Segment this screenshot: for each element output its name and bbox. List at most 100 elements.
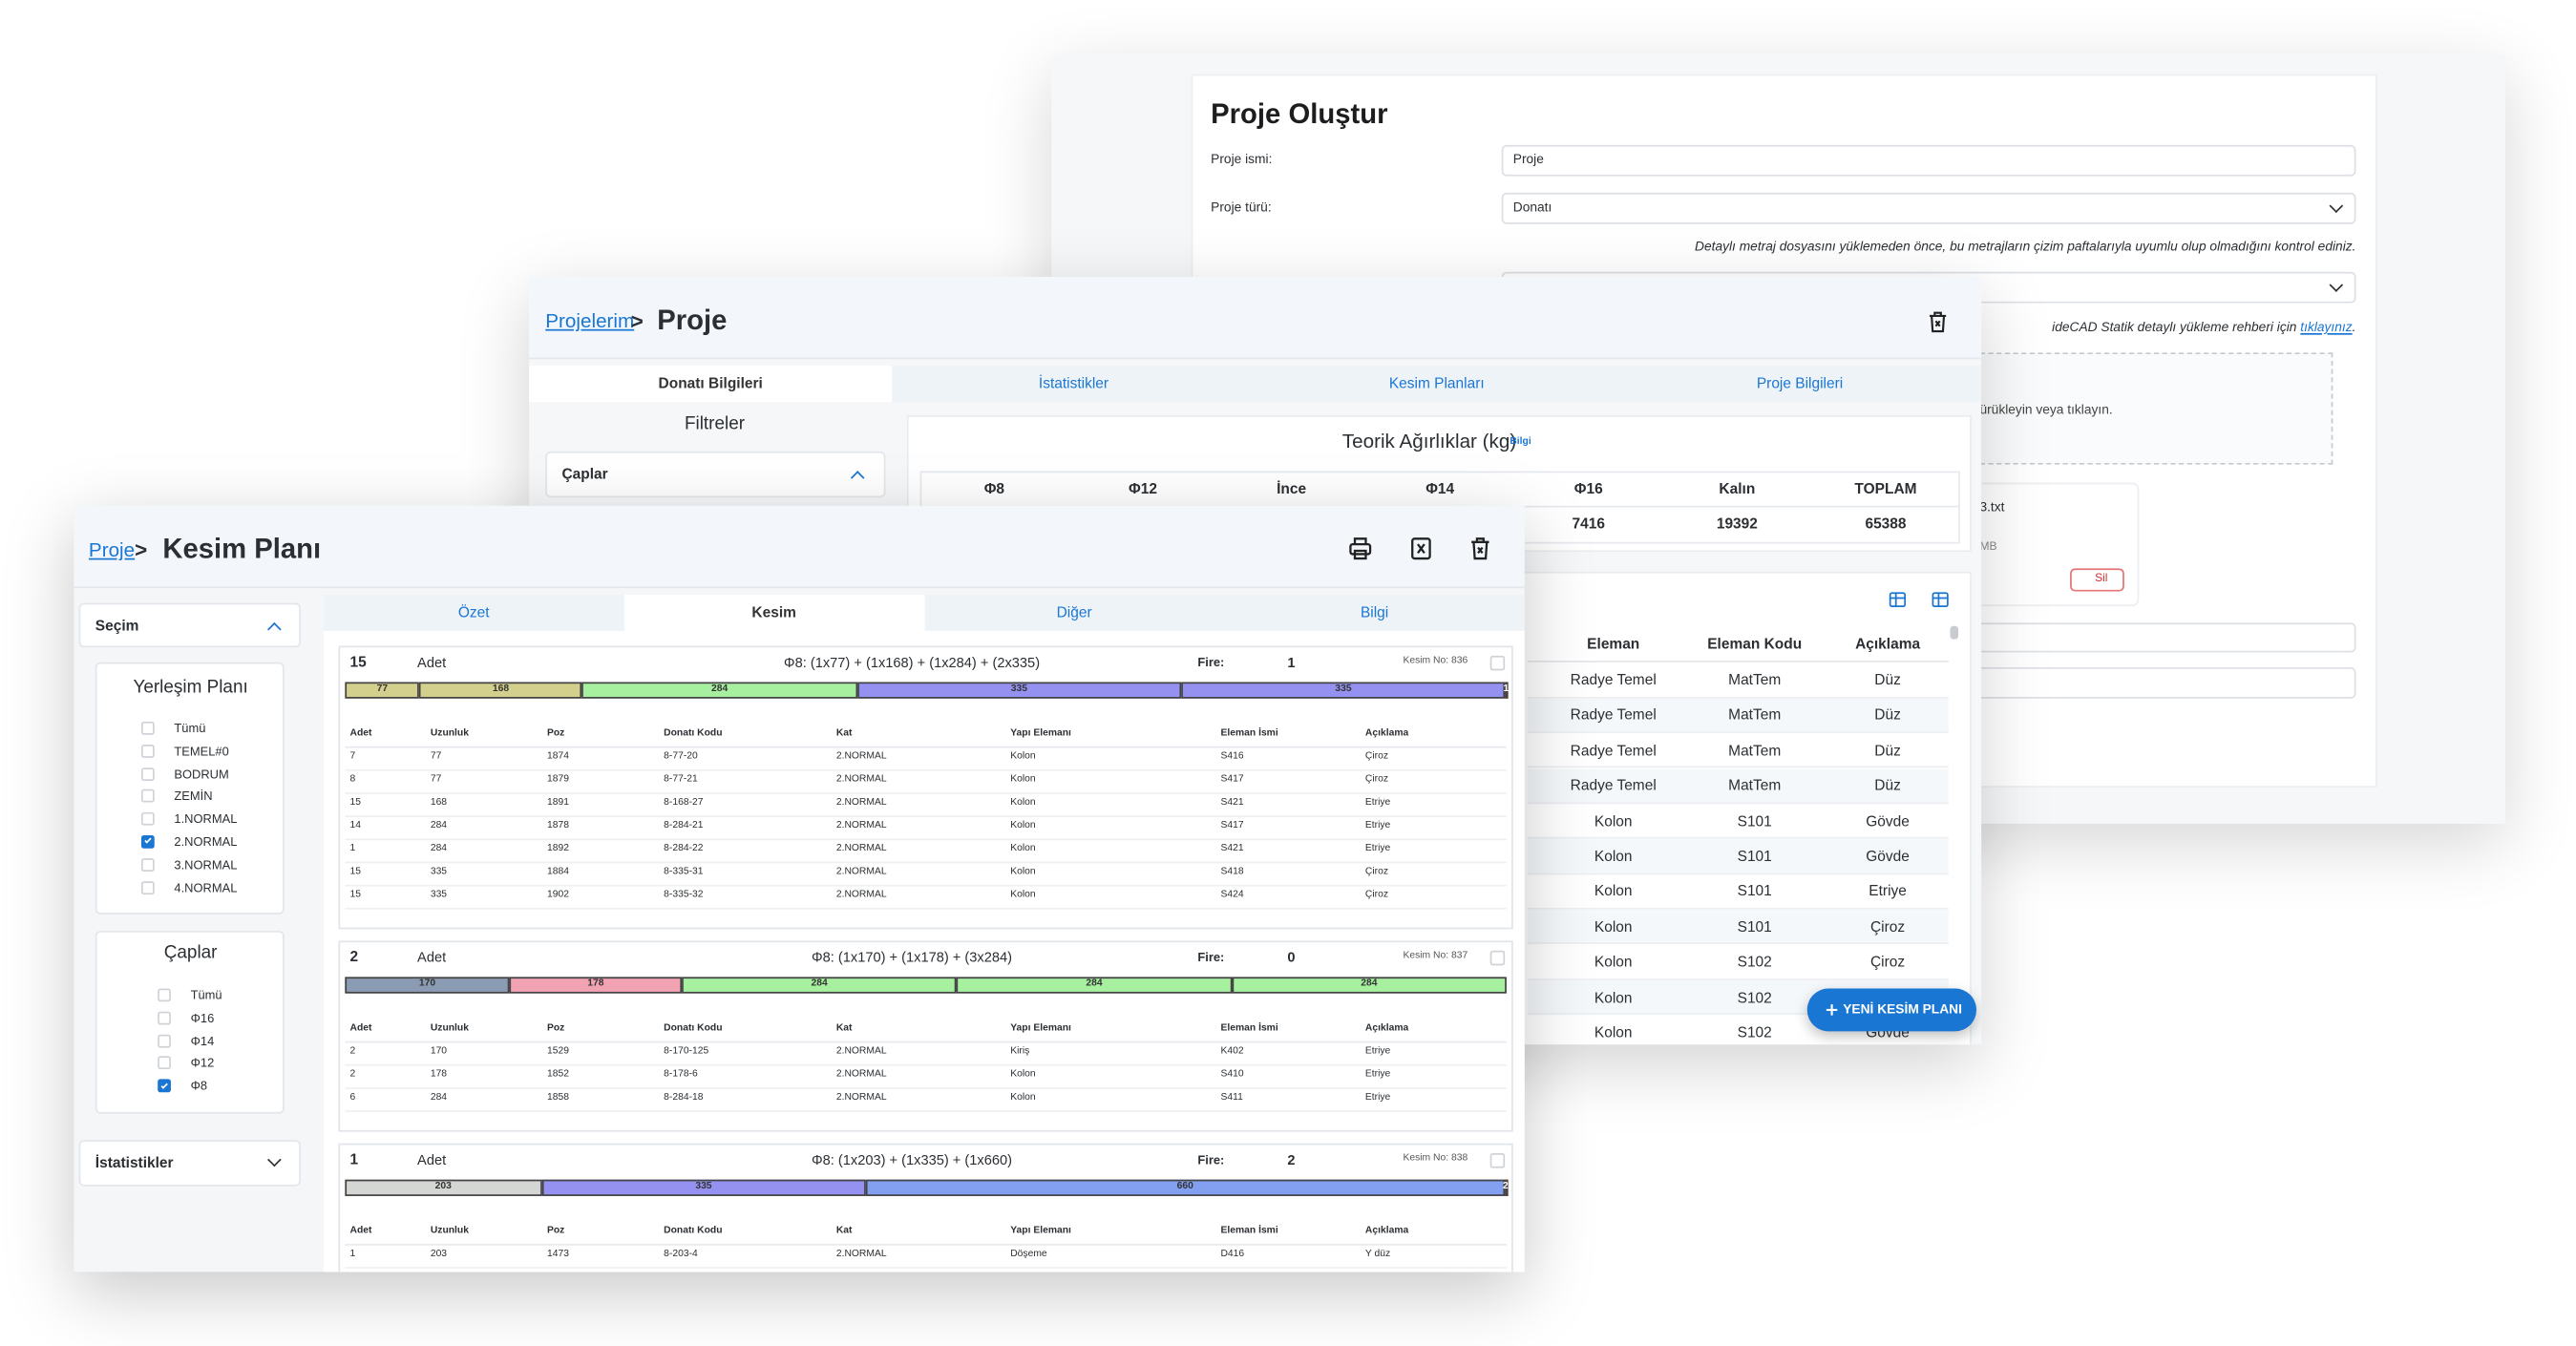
tab[interactable] <box>1224 595 1525 631</box>
table-header: Yapı Elemanı <box>1010 1226 1071 1237</box>
tab[interactable] <box>1617 366 1982 403</box>
checkbox[interactable] <box>140 789 155 804</box>
checkbox[interactable] <box>140 767 155 781</box>
fire-segment <box>1504 1179 1509 1196</box>
fire-value: 1 <box>1287 653 1296 671</box>
table-cell: 1902 <box>546 890 569 900</box>
tab[interactable] <box>923 595 1225 631</box>
cutting-plan-window: Proje > Kesim Planı Seçim Yerleşim Planı Tümü… <box>74 505 1525 1272</box>
row-divider <box>345 1243 1507 1246</box>
plan-count: 15 <box>349 653 367 670</box>
checkbox[interactable] <box>1489 655 1506 670</box>
segment-label: 284 <box>811 978 828 990</box>
table-cell: 168 <box>430 797 448 809</box>
accordion[interactable] <box>545 451 886 498</box>
table-cell: 77 <box>430 774 442 786</box>
checkbox-label: TEMEL#0 <box>174 743 229 759</box>
checkbox[interactable] <box>140 744 155 758</box>
breadcrumb-link[interactable]: Proje <box>88 537 136 562</box>
tab[interactable] <box>1255 366 1618 403</box>
table-cell: Kolon <box>1010 1092 1036 1104</box>
tab[interactable] <box>323 595 624 631</box>
table-cell: 15 <box>349 797 362 809</box>
table-cell: S101 <box>1737 848 1772 865</box>
table-cell: Kolon <box>1594 883 1633 900</box>
checkbox[interactable] <box>140 857 155 872</box>
weights-info[interactable]: Bilgi <box>1510 437 1531 448</box>
bar-segment <box>509 977 683 994</box>
weights-title: Teorik Ağırlıklar (kg) <box>1341 430 1517 453</box>
input-field[interactable] <box>1501 144 2356 176</box>
table-header: Donatı Kodu <box>664 728 723 739</box>
guide-link[interactable]: tıklayınız <box>2300 320 2353 335</box>
table-cell: 7 <box>349 751 356 763</box>
checkbox[interactable] <box>158 1056 171 1070</box>
table-header: Açıklama <box>1855 635 1921 652</box>
table-cell: 8-168-27 <box>664 797 704 809</box>
table-cell: Radye Temel <box>1570 706 1657 724</box>
table-cell: S411 <box>1220 1092 1243 1104</box>
table-header: Yapı Elemanı <box>1010 1023 1071 1034</box>
table-cell: Kolon <box>1594 1023 1633 1041</box>
table-cell: Çiroz <box>1870 917 1906 936</box>
tab[interactable] <box>892 366 1256 403</box>
segment-label: 335 <box>1010 684 1028 695</box>
plan-unit: Adet <box>417 653 447 671</box>
dropzone[interactable] <box>1938 352 2333 465</box>
table-cell: MatTem <box>1728 777 1782 794</box>
segment-label: 203 <box>434 1182 452 1192</box>
table-cell: 1 <box>349 1249 356 1260</box>
delete-icon[interactable] <box>1467 536 1494 562</box>
checkbox[interactable] <box>1489 1152 1506 1167</box>
table-cell: 8-77-20 <box>664 751 698 763</box>
checkbox[interactable] <box>140 721 155 735</box>
plan-unit: Adet <box>417 948 447 966</box>
dropzone-text: ürükleyin veya tıklayın. <box>1979 402 2113 417</box>
checkbox[interactable] <box>140 812 155 826</box>
excel-icon[interactable] <box>1408 536 1435 562</box>
segment-label: 1 <box>1503 684 1510 695</box>
print-icon[interactable] <box>1347 536 1374 562</box>
row-divider <box>345 768 1507 771</box>
checkbox-label: Φ8 <box>190 1078 208 1094</box>
delete-icon[interactable] <box>1925 309 1950 334</box>
tab-label: Diğer <box>1056 603 1092 620</box>
table-row <box>1528 838 1949 874</box>
delete-button[interactable] <box>2070 568 2124 592</box>
checkbox[interactable] <box>158 988 171 1002</box>
checkbox[interactable] <box>140 834 155 849</box>
table-cell: Radye Temel <box>1570 742 1657 759</box>
table-cell: S418 <box>1220 867 1244 877</box>
table-row <box>1528 945 1949 980</box>
segment-label: 335 <box>695 1182 712 1192</box>
tab[interactable] <box>529 366 893 403</box>
breadcrumb-link[interactable]: Projelerim <box>545 309 635 333</box>
checkbox-label: Φ12 <box>190 1056 215 1071</box>
checkbox[interactable] <box>158 1079 171 1093</box>
checkbox[interactable] <box>140 880 155 894</box>
checkbox-label: ZEMİN <box>174 789 213 805</box>
table-icon[interactable] <box>1888 590 1908 610</box>
segment-label: 170 <box>418 978 436 990</box>
accordion[interactable] <box>78 602 301 648</box>
checkbox[interactable] <box>158 1034 171 1047</box>
table-cell: 284 <box>430 1092 448 1104</box>
checkbox[interactable] <box>158 1011 171 1025</box>
checkbox[interactable] <box>1489 949 1506 965</box>
plan-formula: Φ8: (1x170) + (1x178) + (3x284) <box>811 948 1013 966</box>
table-cell: 8-284-18 <box>664 1092 704 1104</box>
guide-label: ideCAD Statik detaylı yükleme rehberi iç… <box>2052 320 2301 335</box>
accordion[interactable] <box>78 1140 301 1187</box>
table-row <box>1528 909 1949 945</box>
table-header: Poz <box>546 728 565 739</box>
input-field[interactable] <box>1501 192 2356 223</box>
plan-formula: Φ8: (1x77) + (1x168) + (1x284) + (2x335) <box>783 653 1041 671</box>
table-cell: 8-284-21 <box>664 821 704 831</box>
table-cell: 8-203-4 <box>664 1249 698 1260</box>
tab-label: Proje Bilgileri <box>1756 374 1844 392</box>
table-cell: 2.NORMAL <box>835 1092 887 1104</box>
input-value: Donatı <box>1512 200 1552 215</box>
table-icon[interactable] <box>1931 590 1951 610</box>
tab[interactable] <box>623 595 924 631</box>
input-value: Proje <box>1512 152 1544 167</box>
